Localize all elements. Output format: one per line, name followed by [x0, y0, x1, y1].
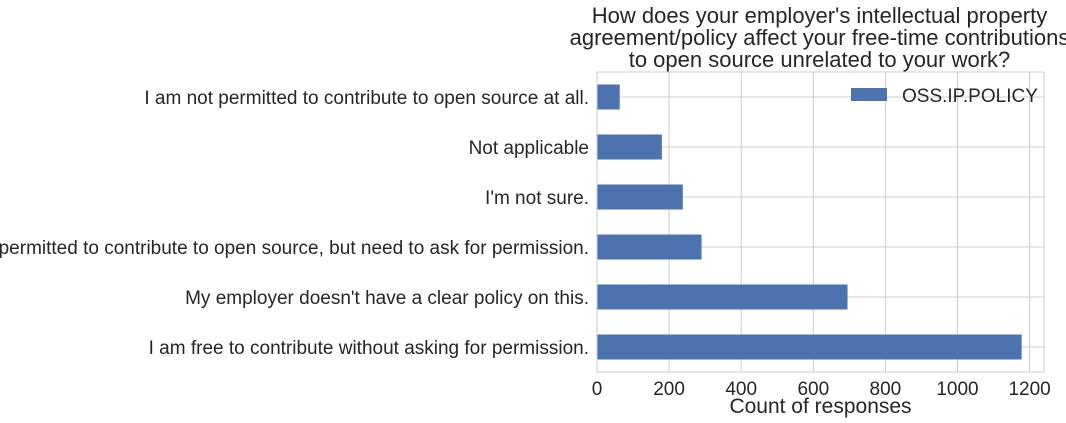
gridlines — [596, 72, 1044, 372]
bars — [597, 84, 1022, 360]
bar — [597, 334, 1022, 360]
x-tick-label: 200 — [653, 379, 685, 400]
y-tick-label: My employer doesn't have a clear policy … — [185, 288, 589, 309]
legend-swatch — [851, 88, 887, 101]
plot-frame — [596, 71, 1045, 373]
x-tick-label: 1200 — [1008, 379, 1050, 400]
x-tick-label: 400 — [725, 379, 757, 400]
plot-area — [596, 71, 1045, 373]
bar — [597, 234, 702, 260]
y-tick-label: I am not permitted to contribute to open… — [144, 88, 589, 109]
y-tick-labels: I am not permitted to contribute to open… — [0, 88, 589, 359]
x-axis-label: Count of responses — [729, 395, 911, 418]
chart-title-line: How does your employer's intellectual pr… — [592, 3, 1047, 28]
bar — [597, 84, 620, 110]
x-tick-label: 600 — [797, 379, 829, 400]
x-tick-label: 1000 — [936, 379, 978, 400]
y-tick-label: I am permitted to contribute to open sou… — [0, 238, 589, 259]
y-tick-label: I am free to contribute without asking f… — [149, 338, 589, 359]
bar — [597, 134, 662, 160]
bar — [597, 284, 848, 310]
bar — [597, 184, 683, 210]
chart-title-line: to open source unrelated to your work? — [629, 47, 1011, 72]
chart-title: How does your employer's intellectual pr… — [570, 3, 1066, 72]
y-tick-label: Not applicable — [469, 138, 589, 159]
x-tick-labels: 0 200 400 600 800 1000 1200 — [592, 379, 1051, 400]
y-tick-label: I'm not sure. — [485, 188, 589, 209]
x-tick-label: 800 — [870, 379, 902, 400]
legend-label: OSS.IP.POLICY — [902, 86, 1038, 107]
legend: OSS.IP.POLICY — [851, 86, 1038, 107]
x-tick-label: 0 — [592, 379, 603, 400]
chart-title-line: agreement/policy affect your free-time c… — [570, 25, 1066, 50]
